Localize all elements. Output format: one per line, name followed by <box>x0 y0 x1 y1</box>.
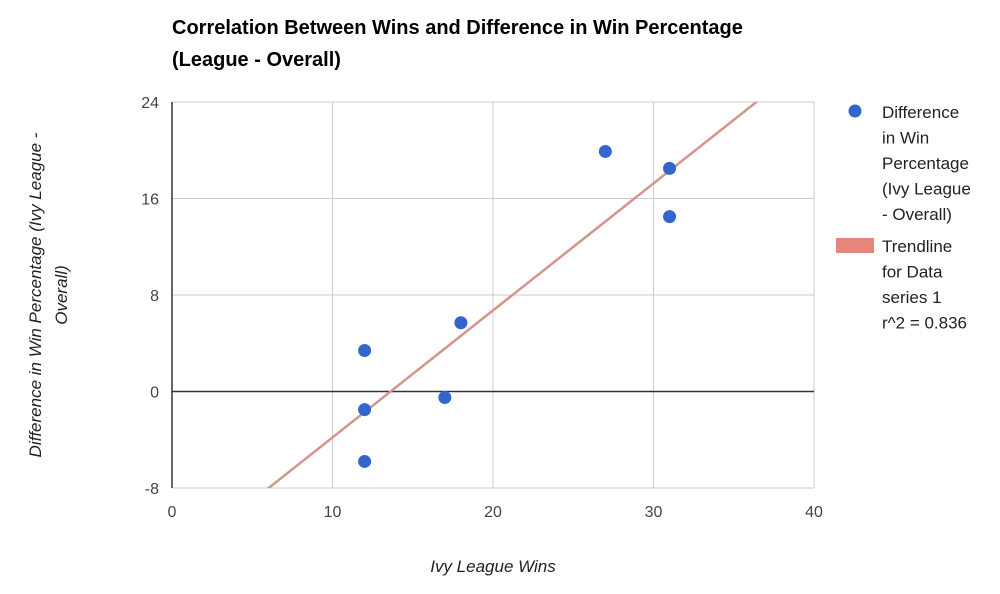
legend-label-series: (Ivy League <box>882 180 971 199</box>
y-axis-label-line: Overall) <box>52 265 71 325</box>
legend-label-series: in Win <box>882 129 929 148</box>
x-tick-label: 40 <box>805 504 823 521</box>
y-axis-label-line: Difference in Win Percentage (Ivy League… <box>26 132 45 457</box>
legend-label-series: Difference <box>882 103 959 122</box>
data-point <box>663 161 677 175</box>
data-point <box>358 343 372 357</box>
data-point <box>663 210 677 224</box>
x-tick-label: 30 <box>645 504 663 521</box>
legend-label-trendline: series 1 <box>882 288 942 307</box>
data-point <box>358 454 372 468</box>
y-tick-label: 16 <box>141 192 159 209</box>
data-point <box>598 144 612 158</box>
data-point <box>438 391 452 405</box>
x-tick-label: 20 <box>484 504 502 521</box>
y-axis-label: Difference in Win Percentage (Ivy League… <box>26 132 71 457</box>
legend-label-trendline: r^2 = 0.836 <box>882 314 967 333</box>
x-tick-label: 10 <box>324 504 342 521</box>
legend-marker-trendline <box>836 238 874 253</box>
x-tick-label: 0 <box>168 504 177 521</box>
y-tick-label: -8 <box>145 481 159 498</box>
y-tick-label: 0 <box>150 385 159 402</box>
data-point <box>358 403 372 417</box>
data-point <box>454 316 468 330</box>
legend-label-trendline: Trendline <box>882 237 952 256</box>
y-tick-label: 24 <box>141 95 159 112</box>
x-axis-label: Ivy League Wins <box>430 557 556 576</box>
legend-label-trendline: for Data <box>882 263 943 282</box>
y-tick-label: 8 <box>150 288 159 305</box>
chart-title: Correlation Between Wins and Difference … <box>172 17 743 71</box>
legend-label-series: Percentage <box>882 154 969 173</box>
trendline <box>266 102 759 488</box>
legend-marker-series <box>848 104 862 118</box>
legend-label-series: - Overall) <box>882 205 952 224</box>
